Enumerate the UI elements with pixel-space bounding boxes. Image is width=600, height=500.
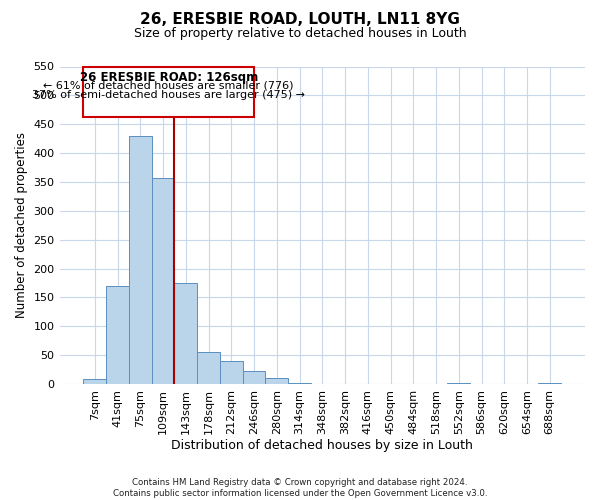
Y-axis label: Number of detached properties: Number of detached properties: [15, 132, 28, 318]
Text: ← 61% of detached houses are smaller (776): ← 61% of detached houses are smaller (77…: [43, 81, 294, 91]
Text: 26 ERESBIE ROAD: 126sqm: 26 ERESBIE ROAD: 126sqm: [80, 71, 258, 84]
Bar: [288, 383, 311, 384]
Bar: [220, 361, 242, 384]
Text: Size of property relative to detached houses in Louth: Size of property relative to detached ho…: [134, 28, 466, 40]
Text: Contains HM Land Registry data © Crown copyright and database right 2024.
Contai: Contains HM Land Registry data © Crown c…: [113, 478, 487, 498]
Bar: [242, 372, 265, 384]
FancyBboxPatch shape: [83, 66, 254, 116]
Bar: [197, 352, 220, 384]
Bar: [175, 283, 197, 384]
X-axis label: Distribution of detached houses by size in Louth: Distribution of detached houses by size …: [172, 440, 473, 452]
Bar: [265, 378, 288, 384]
Bar: [152, 178, 175, 384]
Text: 37% of semi-detached houses are larger (475) →: 37% of semi-detached houses are larger (…: [32, 90, 305, 100]
Bar: [83, 380, 106, 384]
Text: 26, ERESBIE ROAD, LOUTH, LN11 8YG: 26, ERESBIE ROAD, LOUTH, LN11 8YG: [140, 12, 460, 28]
Bar: [129, 136, 152, 384]
Bar: [106, 286, 129, 384]
